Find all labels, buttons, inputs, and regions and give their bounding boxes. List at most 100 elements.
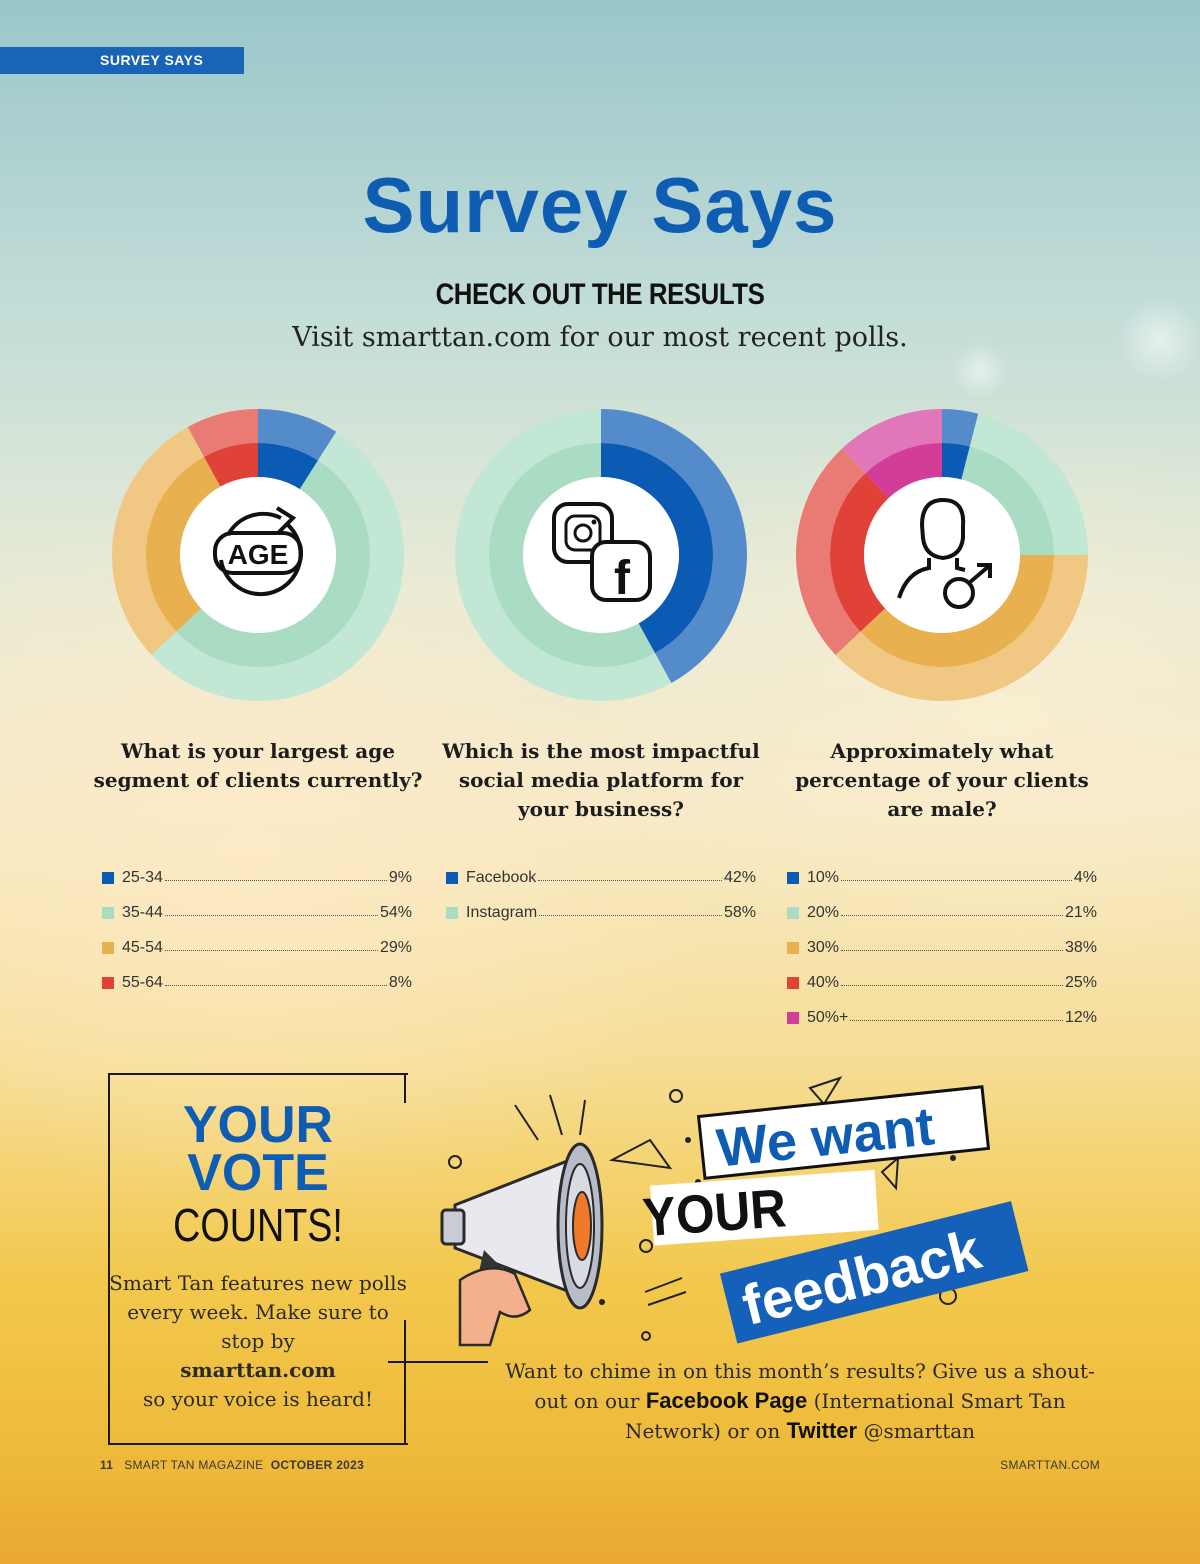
feedback-text-pre: Want to chime in on this month’s results… bbox=[505, 1359, 1095, 1413]
legend-item: 30% 38% bbox=[787, 930, 1097, 965]
leader-dots bbox=[164, 905, 378, 916]
slice-50 bbox=[865, 443, 942, 499]
slice-4554-outer bbox=[112, 427, 205, 655]
legend-value: 25% bbox=[1064, 973, 1097, 991]
page-number: 11 bbox=[100, 1458, 114, 1472]
legend-item: 10% 4% bbox=[787, 860, 1097, 895]
slice-Instagram-outer bbox=[454, 409, 672, 701]
legend-swatch bbox=[787, 941, 799, 954]
legend-label: 40% bbox=[807, 973, 840, 991]
donut-center bbox=[864, 477, 1020, 633]
legend-label: 50%+ bbox=[807, 1008, 849, 1026]
legend-value: 4% bbox=[1073, 868, 1097, 886]
donut-center bbox=[180, 477, 336, 633]
slice-2534-outer bbox=[258, 409, 337, 461]
twitter-link[interactable]: Twitter bbox=[786, 1418, 858, 1443]
burst-lines-icon bbox=[448, 1076, 957, 1341]
leader-dots bbox=[841, 905, 1063, 916]
feedback-illustration: We want YOUR feedback bbox=[440, 1076, 1029, 1347]
frame-line bbox=[108, 1443, 408, 1445]
slice-40 bbox=[830, 473, 889, 632]
legend-swatch bbox=[787, 1011, 799, 1024]
legend-label: 10% bbox=[807, 868, 840, 886]
facebook-link[interactable]: Facebook Page bbox=[645, 1388, 808, 1413]
legend-value: 8% bbox=[388, 973, 412, 991]
legend-label: Facebook bbox=[466, 868, 537, 886]
legend-value: 38% bbox=[1064, 938, 1097, 956]
legend-swatch bbox=[787, 976, 799, 989]
legend-item: 20% 21% bbox=[787, 895, 1097, 930]
age-donut-chart: AGE bbox=[112, 409, 405, 701]
instagram-facebook-icon: f bbox=[552, 502, 652, 605]
slice-20-outer bbox=[969, 413, 1088, 555]
legend-swatch bbox=[102, 976, 114, 989]
banner-your: YOUR bbox=[641, 1177, 788, 1247]
legend-value: 21% bbox=[1064, 903, 1097, 921]
section-tag: SURVEY SAYS bbox=[0, 47, 244, 74]
feedback-text-mid: (International Smart Tan Network) or on bbox=[624, 1389, 1066, 1443]
legend-swatch bbox=[446, 871, 458, 884]
frame-line bbox=[108, 1073, 110, 1445]
banner-we-want: We want bbox=[714, 1096, 937, 1178]
legend-item: 45-54 29% bbox=[102, 930, 412, 965]
slice-Facebook bbox=[601, 443, 713, 654]
male-donut-chart bbox=[796, 409, 1088, 701]
footer-site[interactable]: SMARTTAN.COM bbox=[1000, 1458, 1100, 1472]
slice-Instagram bbox=[489, 443, 655, 667]
legend-item: 40% 25% bbox=[787, 965, 1097, 1000]
leader-dots bbox=[164, 940, 378, 951]
social-legend: Facebook 42% Instagram 58% bbox=[446, 860, 756, 930]
vote-text: Smart Tan features new polls every week.… bbox=[108, 1269, 408, 1414]
slice-40-outer bbox=[796, 448, 866, 655]
slice-10-outer bbox=[942, 409, 979, 447]
legend-item: Facebook 42% bbox=[446, 860, 756, 895]
legend-swatch bbox=[102, 871, 114, 884]
age-legend: 25-34 9% 35-44 54% 45-54 29% 55-64 8% bbox=[102, 860, 412, 1000]
legend-label: 25-34 bbox=[122, 868, 163, 886]
vote-link[interactable]: smarttan.com bbox=[180, 1358, 336, 1382]
slice-Facebook-outer bbox=[601, 409, 747, 683]
legend-label: 45-54 bbox=[122, 938, 163, 956]
legend-label: 35-44 bbox=[122, 903, 163, 921]
twitter-handle[interactable]: @smarttan bbox=[863, 1419, 976, 1443]
vote-text-pre: Smart Tan features new polls every week.… bbox=[109, 1271, 407, 1353]
social-donut-chart: f bbox=[454, 409, 747, 701]
vote-heading-1: YOUR bbox=[182, 1096, 334, 1154]
frame-line bbox=[108, 1073, 408, 1075]
legend-swatch bbox=[102, 906, 114, 919]
legend-value: 58% bbox=[723, 903, 756, 921]
leader-dots bbox=[164, 975, 387, 986]
slice-10 bbox=[942, 443, 970, 480]
frame-line bbox=[404, 1073, 406, 1103]
vote-box: YOUR VOTE COUNTS! Smart Tan features new… bbox=[108, 1073, 488, 1445]
legend-value: 29% bbox=[379, 938, 412, 956]
legend-value: 42% bbox=[723, 868, 756, 886]
slice-30 bbox=[860, 555, 1054, 668]
social-question: Which is the most impactful social media… bbox=[442, 739, 760, 821]
page-title: Survey Says bbox=[362, 161, 838, 249]
legend-label: 55-64 bbox=[122, 973, 163, 991]
vote-heading-2: VOTE bbox=[187, 1144, 329, 1202]
slice-3544-outer bbox=[151, 431, 405, 701]
age-icon-label: AGE bbox=[228, 539, 289, 570]
slice-2534 bbox=[258, 443, 319, 490]
legend-item: 55-64 8% bbox=[102, 965, 412, 1000]
slice-5564 bbox=[204, 443, 258, 487]
leader-dots bbox=[539, 905, 722, 916]
footer-left: 11 SMART TAN MAGAZINE OCTOBER 2023 bbox=[100, 1458, 364, 1472]
slice-5564-outer bbox=[187, 409, 258, 457]
svg-text:f: f bbox=[614, 552, 631, 605]
legend-label: 20% bbox=[807, 903, 840, 921]
age-icon: AGE bbox=[213, 506, 303, 597]
vote-heading-3: COUNTS! bbox=[173, 1199, 343, 1251]
legend-value: 9% bbox=[388, 868, 412, 886]
legend-label: Instagram bbox=[466, 903, 538, 921]
leader-dots bbox=[841, 870, 1072, 881]
male-legend: 10% 4% 20% 21% 30% 38% 40% 25% 50%+ 12% bbox=[787, 860, 1097, 1035]
frame-line bbox=[388, 1361, 488, 1363]
slice-30-outer bbox=[835, 555, 1088, 701]
frame-line bbox=[404, 1320, 406, 1445]
leader-dots bbox=[538, 870, 722, 881]
legend-swatch bbox=[102, 941, 114, 954]
male-question: Approximately what percentage of your cl… bbox=[795, 739, 1089, 821]
